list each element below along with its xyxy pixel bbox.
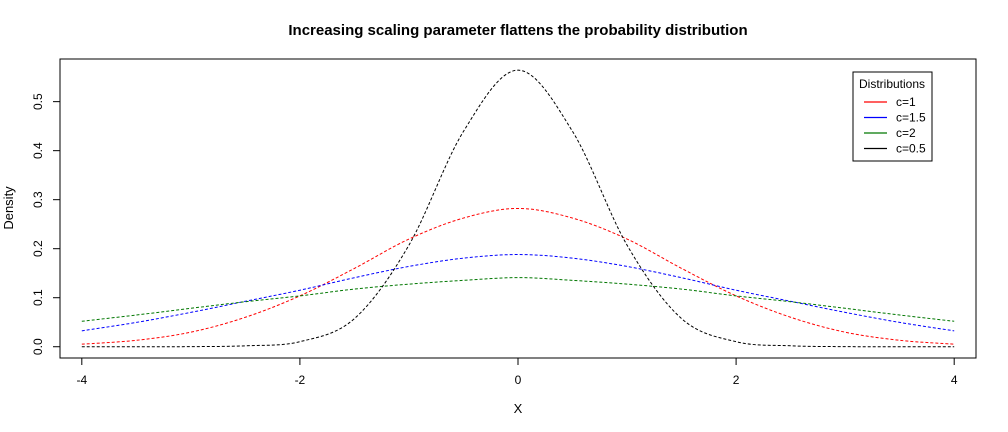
y-tick-label: 0.1: [31, 289, 45, 306]
legend-label: c=1.5: [896, 111, 926, 125]
series-line: [81, 69, 955, 348]
y-axis-label: Density: [1, 186, 16, 230]
legend-items: c=1 c=1.5c=2 c=0.5: [864, 95, 926, 156]
x-axis-label: X: [514, 401, 523, 416]
legend-label: c=2: [896, 126, 916, 140]
legend-title: Distributions: [859, 77, 925, 91]
series-line: [81, 207, 955, 345]
series-lines: [81, 69, 955, 348]
y-tick-label: 0.4: [31, 142, 45, 159]
chart-title: Increasing scaling parameter flattens th…: [288, 22, 747, 39]
legend-box: [852, 71, 933, 162]
legend-label: c=0.5: [896, 142, 926, 156]
x-tick-label: -4: [76, 373, 87, 387]
y-axis: 0.0 0.1 0.2 0.3 0.4 0.5: [31, 93, 61, 355]
y-tick-label: 0.5: [31, 93, 45, 110]
x-tick-label: 0: [515, 373, 522, 387]
y-tick-label: 0.3: [31, 191, 45, 208]
legend-label: c=1: [896, 95, 916, 109]
series-line: [81, 254, 955, 332]
x-axis: -4 -2 0 2 4: [76, 357, 958, 387]
x-tick-label: 2: [733, 373, 740, 387]
x-tick-label: 4: [951, 373, 958, 387]
legend: Distributions c=1 c=1.5c=2 c=0.5: [852, 71, 933, 162]
x-tick-label: -2: [295, 373, 306, 387]
y-tick-label: 0.2: [31, 240, 45, 257]
y-tick-label: 0.0: [31, 338, 45, 355]
